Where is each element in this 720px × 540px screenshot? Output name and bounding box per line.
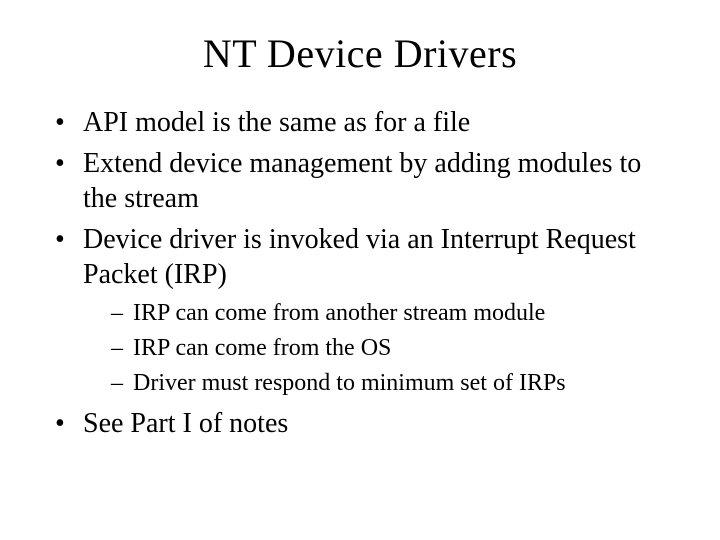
slide: NT Device Drivers API model is the same … bbox=[0, 0, 720, 540]
bullet-item: API model is the same as for a file bbox=[55, 105, 665, 140]
sub-bullet-item: Driver must respond to minimum set of IR… bbox=[111, 368, 665, 399]
slide-title: NT Device Drivers bbox=[55, 30, 665, 77]
bullet-text: Device driver is invoked via an Interrup… bbox=[83, 224, 636, 290]
bullet-item: See Part I of notes bbox=[55, 406, 665, 441]
bullet-text: Extend device management by adding modul… bbox=[83, 148, 641, 214]
sub-bullet-item: IRP can come from another stream module bbox=[111, 298, 665, 329]
sub-bullet-text: IRP can come from another stream module bbox=[133, 300, 545, 326]
bullet-text: API model is the same as for a file bbox=[83, 107, 470, 138]
sub-bullet-text: IRP can come from the OS bbox=[133, 335, 391, 361]
bullet-text: See Part I of notes bbox=[83, 408, 288, 439]
bullet-item: Extend device management by adding modul… bbox=[55, 146, 665, 216]
sub-bullet-item: IRP can come from the OS bbox=[111, 333, 665, 364]
sub-bullet-text: Driver must respond to minimum set of IR… bbox=[133, 370, 566, 396]
bullet-list-level2: IRP can come from another stream module … bbox=[83, 298, 665, 400]
bullet-list-level1: API model is the same as for a file Exte… bbox=[55, 105, 665, 441]
bullet-item: Device driver is invoked via an Interrup… bbox=[55, 222, 665, 400]
